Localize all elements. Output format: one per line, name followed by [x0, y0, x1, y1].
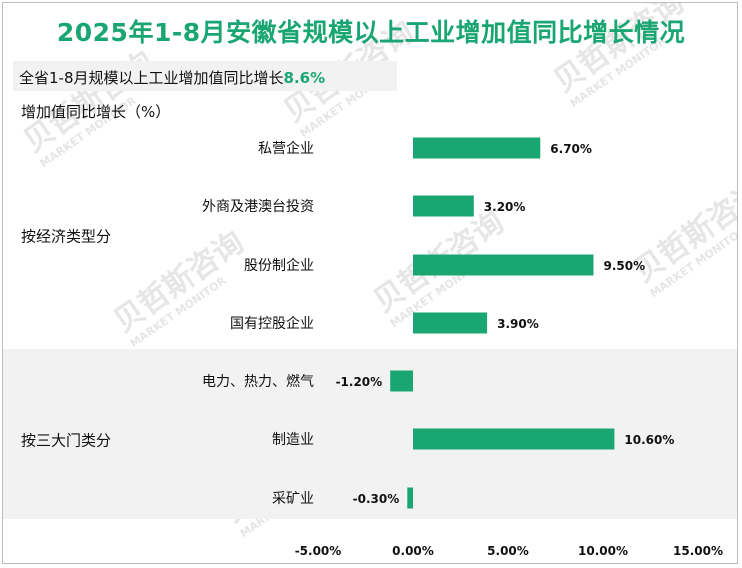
data-label: 3.20% — [484, 200, 526, 214]
category-label: 采矿业 — [272, 491, 314, 507]
category-label: 制造业 — [272, 432, 314, 448]
x-tick-label: 0.00% — [392, 544, 434, 558]
x-tick-label: -5.00% — [295, 544, 342, 558]
bar — [390, 370, 413, 392]
x-tick-label: 15.00% — [673, 544, 723, 558]
bar — [413, 195, 474, 217]
bar — [413, 312, 488, 334]
subtitle-text: 全省1-8月规模以上工业增加值同比增长 — [19, 69, 284, 87]
category-label: 电力、热力、燃气 — [202, 373, 314, 390]
bar — [413, 428, 615, 450]
category-label: 国有控股企业 — [230, 315, 314, 332]
y-axis-label: 增加值同比增长（%） — [21, 103, 171, 121]
bar-chart: 6.70% 私营企业 3.20% 外商及港澳台投资 9.50% 股份制企业 3.90% 国有控… — [21, 137, 723, 558]
x-tick-label: 10.00% — [578, 544, 628, 558]
data-label: -0.30% — [353, 492, 400, 506]
data-label: 9.50% — [604, 259, 646, 273]
group-label: 按经济类型分 — [21, 228, 111, 246]
group-label: 按三大门类分 — [21, 432, 111, 450]
data-label: 6.70% — [550, 142, 592, 156]
bar — [413, 137, 541, 159]
bar — [407, 487, 413, 509]
category-label: 外商及港澳台投资 — [202, 199, 314, 215]
subtitle: 全省1-8月规模以上工业增加值同比增长8.6% — [19, 67, 325, 88]
subtitle-box: 全省1-8月规模以上工业增加值同比增长8.6% — [13, 61, 397, 91]
group-band-three-categories — [3, 349, 737, 519]
subtitle-value: 8.6% — [283, 69, 326, 87]
x-tick-label: 5.00% — [487, 544, 529, 558]
data-label: 3.90% — [497, 317, 539, 331]
category-label: 股份制企业 — [244, 257, 314, 274]
category-label: 私营企业 — [258, 140, 314, 157]
chart-title: 2025年1-8月安徽省规模以上工业增加值同比增长情况 — [56, 18, 686, 47]
data-label: 10.60% — [624, 433, 674, 447]
bar — [413, 254, 594, 276]
data-label: -1.20% — [336, 375, 383, 389]
